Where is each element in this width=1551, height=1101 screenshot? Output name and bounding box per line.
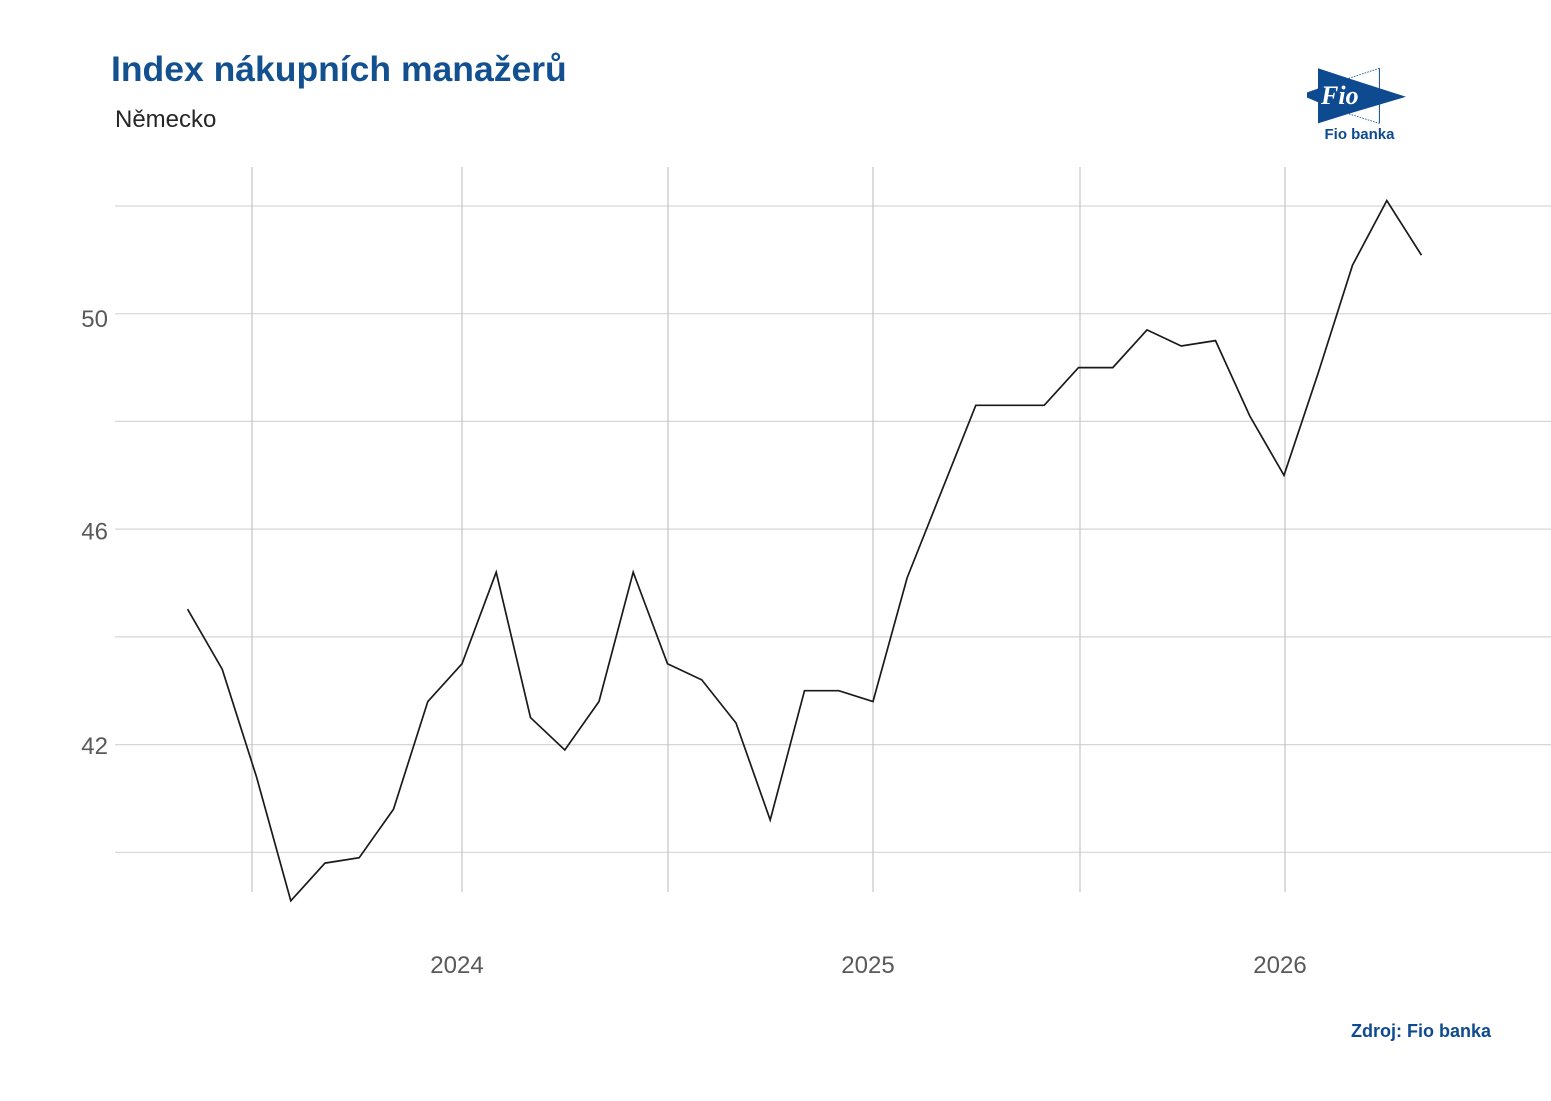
svg-text:50: 50 (81, 306, 108, 333)
svg-text:42: 42 (81, 733, 108, 760)
svg-text:2024: 2024 (430, 952, 483, 979)
svg-text:Fio: Fio (1320, 81, 1359, 110)
svg-text:2026: 2026 (1253, 952, 1306, 979)
svg-text:46: 46 (81, 519, 108, 546)
svg-text:2025: 2025 (841, 952, 894, 979)
